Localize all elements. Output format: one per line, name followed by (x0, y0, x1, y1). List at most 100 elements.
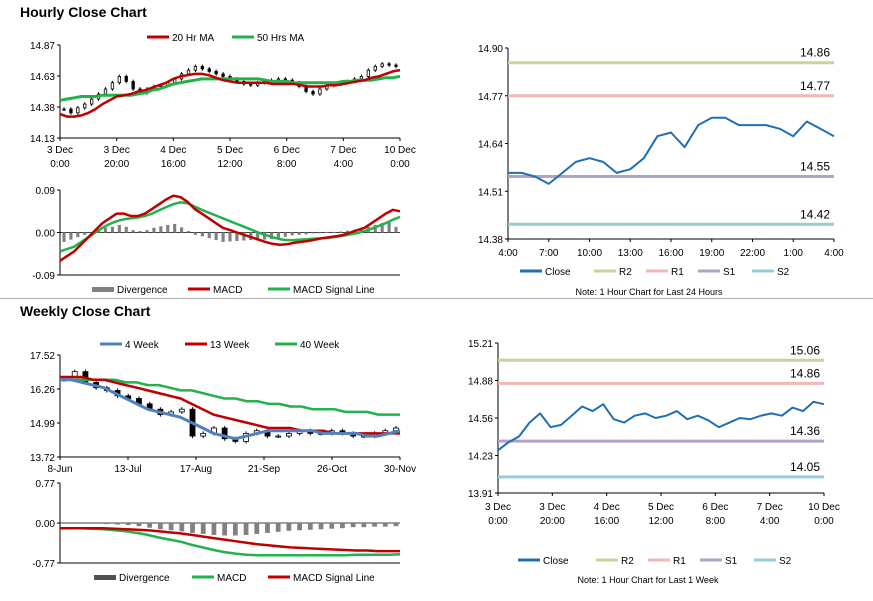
hourly-price-candle (90, 98, 94, 105)
weekly-price-legend-label: 40 Week (300, 340, 340, 351)
weekly-macd-divergence-bar (372, 523, 377, 527)
weekly-macd-divergence-bar (393, 523, 399, 527)
hourly-24h-legend-label: S1 (723, 267, 736, 278)
hourly-24h-ytick-label: 14.38 (478, 235, 503, 246)
weekly-price-candle (221, 427, 228, 440)
weekly-macd-divergence-bar (232, 523, 238, 536)
weekly-macd-divergence-bar (157, 523, 163, 530)
weekly-price-ytick-label: 17.52 (30, 351, 55, 362)
weekly-price-xtick-label: 8-Jun (47, 464, 72, 475)
hourly-price-candle (62, 108, 66, 111)
weekly-price-xtick-label: 13-Jul (114, 464, 141, 475)
weekly-macd-divergence-bar (254, 523, 260, 534)
hourly-price-candle (221, 73, 225, 77)
weekly-1w-legend-label: R2 (621, 556, 634, 567)
hourly-price-xtick-label: 0:00 (390, 159, 410, 170)
hourly-24h-ytick-label: 14.51 (478, 187, 503, 198)
hourly-24h-xtick-label: 22:00 (740, 248, 765, 259)
weekly-macd-divergence-bar (93, 523, 99, 524)
hourly-price-xtick-label: 4:00 (334, 159, 354, 170)
weekly-1w-legend-label: R1 (673, 556, 686, 567)
hourly-price-candle (249, 83, 253, 86)
hourly-macd-divergence-bar (263, 232, 267, 240)
hourly-macd-legend-label: MACD Signal Line (293, 285, 375, 296)
hourly-macd-divergence-bar (83, 232, 87, 235)
hourly-macd-divergence-bar (200, 232, 204, 237)
hourly-macd-divergence-bar (339, 231, 343, 233)
hourly-price-candle (311, 91, 315, 95)
weekly-1w-xtick-label: 12:00 (648, 516, 673, 527)
weekly-1w-level-label: 14.05 (790, 460, 820, 474)
weekly-1w-xtick-label: 4 Dec (594, 502, 620, 513)
weekly-macd-divergence-bar (243, 523, 249, 535)
hourly-macd-divergence-bar (346, 230, 350, 233)
hourly-macd-ytick-label: 0.00 (36, 229, 56, 240)
weekly-1w-level-label: 15.06 (790, 343, 820, 357)
hourly-price-legend-label: 20 Hr MA (172, 33, 215, 44)
weekly-1w-ytick-label: 15.21 (468, 339, 493, 350)
weekly-price-candle (200, 432, 207, 437)
hourly-price-candle (373, 65, 377, 71)
hourly-price-ytick-label: 14.63 (30, 72, 55, 83)
hourly-24h-close-line (508, 116, 835, 185)
hourly-macd-divergence-bar (235, 232, 239, 241)
hourly-24h-xtick-label: 4:00 (824, 248, 844, 259)
hourly-price-xtick-label: 12:00 (217, 159, 242, 170)
hourly-price-candle (131, 81, 135, 90)
weekly-macd-divergence-bar (361, 523, 367, 528)
hourly-macd-divergence-bar (214, 232, 218, 241)
weekly-1w-xtick-label: 4:00 (760, 516, 780, 527)
weekly-1w-legend-label: Close (543, 556, 569, 567)
hourly-24h-ytick-label: 14.64 (478, 140, 503, 151)
hourly-price-candle (124, 76, 128, 82)
hourly-macd-divergence-bar (228, 232, 232, 242)
weekly-price-ytick-label: 14.99 (30, 419, 55, 430)
weekly-macd-divergence-bar (115, 523, 120, 525)
hourly-24h-legend-label: R1 (671, 267, 684, 278)
weekly-1w-xtick-label: 6 Dec (702, 502, 728, 513)
weekly-macd-divergence-bar (136, 523, 142, 527)
weekly-1w-close-line (497, 400, 825, 452)
hourly-macd-divergence-bar (380, 223, 384, 233)
hourly-macd-divergence-bar (221, 232, 225, 242)
hourly-macd-legend-label: Divergence (117, 285, 168, 296)
weekly-macd-divergence-bar (104, 523, 110, 525)
hourly-macd-legend-label: MACD (213, 285, 242, 296)
weekly-1w-level-label: 14.86 (790, 366, 820, 380)
weekly-price-candle (286, 432, 292, 437)
weekly-macd-line (60, 526, 401, 557)
weekly-price-candle (275, 435, 282, 438)
weekly-1w-xtick-label: 7 Dec (757, 502, 783, 513)
weekly-macd-divergence-bar (307, 523, 313, 530)
weekly-macd-divergence-bar (147, 523, 153, 528)
hourly-price-candle (207, 68, 211, 72)
hourly-macd-divergence-bar (311, 232, 315, 234)
weekly-macd-legend-label: Divergence (119, 573, 170, 584)
hourly-macd-divergence-bar (173, 224, 177, 233)
section-divider (0, 298, 873, 299)
hourly-macd-divergence-bar (276, 232, 280, 239)
hourly-price-xtick-label: 20:00 (104, 159, 129, 170)
weekly-1w-xtick-label: 5 Dec (648, 502, 674, 513)
weekly-macd-divergence-bar (211, 523, 217, 535)
hourly-24h-legend-label: Close (545, 267, 571, 278)
hourly-price-candle (186, 69, 191, 75)
hourly-price-xtick-label: 3 Dec (104, 145, 130, 156)
weekly-price-ytick-label: 13.72 (30, 453, 55, 464)
hourly-macd-line (59, 194, 401, 262)
weekly-section-title: Weekly Close Chart (20, 303, 151, 319)
hourly-price-candle (200, 65, 204, 70)
weekly-macd-divergence-bar (190, 523, 195, 533)
hourly-price-candle (117, 76, 121, 84)
hourly-price-xtick-label: 10 Dec (384, 145, 416, 156)
weekly-1w-xtick-label: 8:00 (706, 516, 726, 527)
hourly-macd-divergence-bar (152, 227, 156, 233)
hourly-macd-divergence-bar (207, 232, 211, 239)
hourly-24h-xtick-label: 7:00 (539, 248, 559, 259)
weekly-macd-divergence-bar (350, 523, 356, 528)
hourly-macd-ytick-label: 0.09 (36, 186, 56, 197)
weekly-1w-xtick-label: 20:00 (540, 516, 565, 527)
weekly-1w-xtick-label: 0:00 (488, 516, 508, 527)
weekly-macd-divergence-bar (265, 523, 270, 533)
hourly-macd-divergence-bar (166, 224, 170, 233)
